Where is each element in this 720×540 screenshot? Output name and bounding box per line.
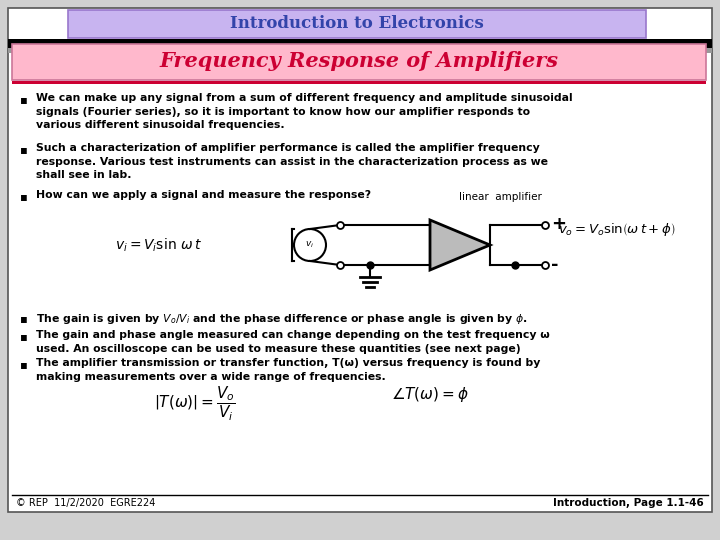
Text: $v_i = V_i \sin\,\omega\,t$: $v_i = V_i \sin\,\omega\,t$ (115, 237, 202, 254)
Text: -: - (551, 256, 559, 274)
Bar (12, 44, 706, 80)
Text: Introduction, Page 1.1-46: Introduction, Page 1.1-46 (553, 498, 704, 508)
Text: $v_i$: $v_i$ (305, 240, 315, 250)
Text: Frequency Response of Amplifiers: Frequency Response of Amplifiers (160, 51, 559, 71)
Text: The amplifier transmission or transfer function, T(ω) versus frequency is found : The amplifier transmission or transfer f… (36, 358, 541, 382)
Text: The gain is given by $V_o/V_i$ and the phase difference or phase angle is given : The gain is given by $V_o/V_i$ and the p… (36, 312, 528, 326)
Text: +: + (551, 215, 566, 233)
Text: ▪: ▪ (20, 358, 28, 371)
Text: linear  amplifier: linear amplifier (459, 192, 541, 202)
Text: ▪: ▪ (20, 312, 28, 325)
Text: ▪: ▪ (20, 143, 28, 156)
Text: $\left|T(\omega)\right|=\dfrac{V_o}{V_i}$: $\left|T(\omega)\right|=\dfrac{V_o}{V_i}… (154, 385, 236, 423)
Text: We can make up any signal from a sum of different frequency and amplitude sinuso: We can make up any signal from a sum of … (36, 93, 572, 130)
Text: ▪: ▪ (20, 330, 28, 343)
Text: Introduction to Electronics: Introduction to Electronics (230, 15, 484, 31)
Bar (8, 39, 712, 48)
Text: $v_o = V_o\sin\!\left(\omega\,t+\phi\right)$: $v_o = V_o\sin\!\left(\omega\,t+\phi\rig… (558, 221, 675, 239)
Text: $\angle T(\omega)=\phi$: $\angle T(\omega)=\phi$ (391, 385, 469, 404)
Text: ▪: ▪ (20, 190, 28, 203)
Polygon shape (430, 220, 490, 270)
Bar (8, 48, 712, 53)
Text: Such a characterization of amplifier performance is called the amplifier frequen: Such a characterization of amplifier per… (36, 143, 548, 180)
Text: ▪: ▪ (20, 93, 28, 106)
Text: The gain and phase angle measured can change depending on the test frequency ω
u: The gain and phase angle measured can ch… (36, 330, 550, 354)
Bar (12, 80, 706, 84)
Text: © REP  11/2/2020  EGRE224: © REP 11/2/2020 EGRE224 (16, 498, 156, 508)
Bar (68, 10, 646, 38)
Text: How can we apply a signal and measure the response?: How can we apply a signal and measure th… (36, 190, 371, 200)
